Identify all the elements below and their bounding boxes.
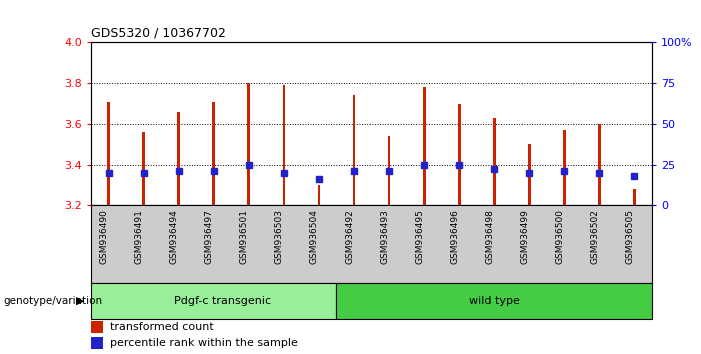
Text: percentile rank within the sample: percentile rank within the sample bbox=[109, 338, 297, 348]
Text: genotype/variation: genotype/variation bbox=[4, 296, 102, 306]
Text: GSM936495: GSM936495 bbox=[415, 209, 424, 264]
Text: GSM936498: GSM936498 bbox=[485, 209, 494, 264]
Bar bbox=[336, 283, 652, 319]
Text: Pdgf-c transgenic: Pdgf-c transgenic bbox=[174, 296, 271, 306]
Text: GSM936494: GSM936494 bbox=[170, 209, 179, 264]
Text: GDS5320 / 10367702: GDS5320 / 10367702 bbox=[91, 27, 226, 40]
Bar bbox=[283, 85, 285, 205]
Text: GSM936500: GSM936500 bbox=[555, 209, 564, 264]
Bar bbox=[493, 118, 496, 205]
Bar bbox=[528, 144, 531, 205]
Bar bbox=[107, 102, 110, 205]
Bar bbox=[563, 130, 566, 205]
Text: GSM936490: GSM936490 bbox=[100, 209, 109, 264]
Bar bbox=[142, 132, 145, 205]
Bar bbox=[598, 124, 601, 205]
Text: GSM936504: GSM936504 bbox=[310, 209, 319, 264]
Text: wild type: wild type bbox=[469, 296, 519, 306]
Text: GSM936502: GSM936502 bbox=[590, 209, 599, 264]
Bar bbox=[177, 112, 180, 205]
Text: ▶: ▶ bbox=[76, 296, 84, 306]
Text: GSM936505: GSM936505 bbox=[625, 209, 634, 264]
Bar bbox=[91, 321, 104, 333]
Bar bbox=[91, 337, 104, 349]
Bar bbox=[91, 283, 336, 319]
Bar bbox=[212, 102, 215, 205]
Text: GSM936501: GSM936501 bbox=[240, 209, 249, 264]
Text: GSM936491: GSM936491 bbox=[135, 209, 144, 264]
Bar bbox=[318, 185, 320, 205]
Text: GSM936497: GSM936497 bbox=[205, 209, 214, 264]
Text: GSM936493: GSM936493 bbox=[380, 209, 389, 264]
Text: transformed count: transformed count bbox=[109, 322, 213, 332]
Bar bbox=[247, 83, 250, 205]
Text: GSM936503: GSM936503 bbox=[275, 209, 284, 264]
Bar bbox=[423, 87, 426, 205]
Text: GSM936499: GSM936499 bbox=[520, 209, 529, 264]
Bar bbox=[458, 103, 461, 205]
Bar bbox=[633, 189, 636, 205]
Bar bbox=[388, 136, 390, 205]
Bar bbox=[353, 95, 355, 205]
Text: GSM936492: GSM936492 bbox=[345, 209, 354, 264]
Text: GSM936496: GSM936496 bbox=[450, 209, 459, 264]
